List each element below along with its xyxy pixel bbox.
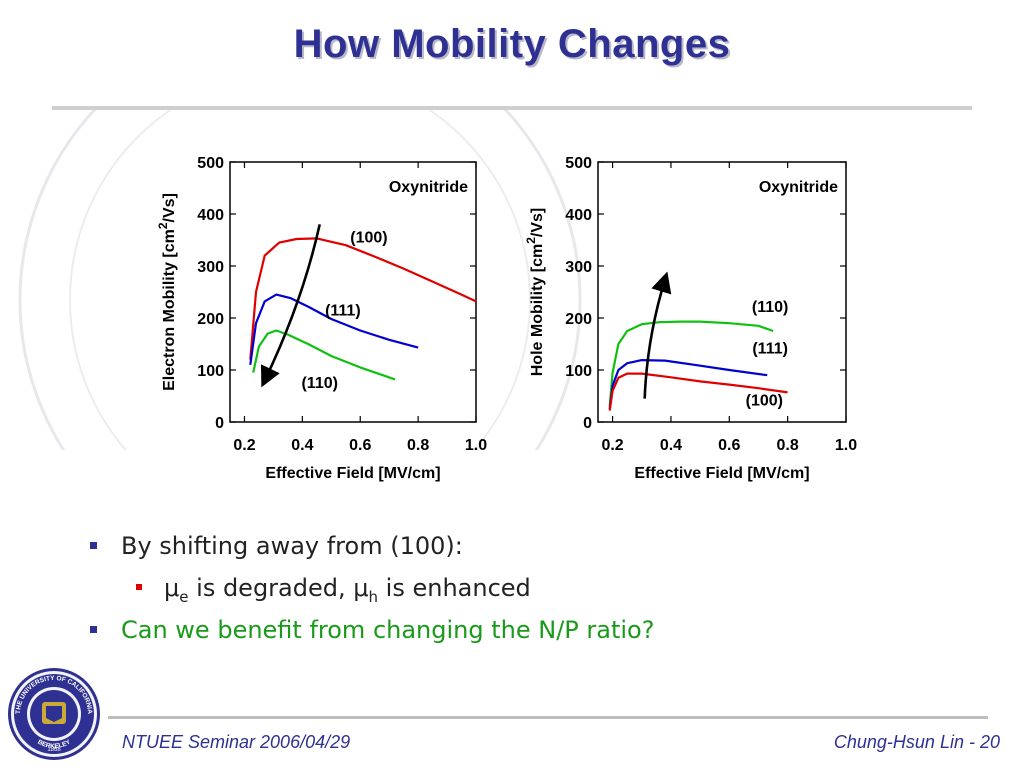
mu-symbol: μ xyxy=(164,574,180,602)
x-tick-label: 0.4 xyxy=(291,437,313,454)
footer-author-page: Chung-Hsun Lin - 20 xyxy=(834,732,1000,753)
series-label-100: (100) xyxy=(746,392,783,409)
x-tick-label: 0.2 xyxy=(601,437,623,454)
mu-symbol: μ xyxy=(353,574,369,602)
x-tick-label: 0.2 xyxy=(233,437,255,454)
x-tick-label: 0.8 xyxy=(777,437,799,454)
x-tick-label: 1.0 xyxy=(835,437,857,454)
y-tick-label: 400 xyxy=(565,207,592,224)
x-axis-label: Effective Field [MV/cm] xyxy=(634,465,809,482)
trend-arrow xyxy=(643,271,672,399)
y-axis-label: Electron Mobility [cm2/Vs] xyxy=(156,193,178,391)
footer-divider xyxy=(108,716,988,719)
x-tick-label: 0.4 xyxy=(660,437,682,454)
series-label-110: (110) xyxy=(752,299,788,316)
subscript-h: h xyxy=(368,588,379,606)
sub-bullet-item: μe is degraded, μh is enhanced xyxy=(136,574,531,606)
series-line-110 xyxy=(608,320,774,407)
annotation-oxynitride: Oxynitride xyxy=(389,179,468,196)
x-tick-label: 0.6 xyxy=(718,437,740,454)
page-number: 20 xyxy=(979,732,1000,752)
subscript-e: e xyxy=(179,588,189,606)
series-label-111: (111) xyxy=(325,302,361,319)
series-line-100 xyxy=(608,372,788,411)
bullet-marker xyxy=(90,541,97,549)
y-tick-label: 100 xyxy=(565,363,592,380)
mobility-charts: 0 100 200 300 400 500 0.2 0.4 0.6 0.8 1.0 Effective… xyxy=(156,155,857,482)
bullet-text-tail: is enhanced xyxy=(378,574,531,602)
x-axis-label: Effective Field [MV/cm] xyxy=(265,465,440,482)
y-tick-label: 200 xyxy=(565,311,592,328)
bullet-text: By shifting away from (100): xyxy=(121,532,463,560)
x-tick-label: 1.0 xyxy=(465,437,487,454)
y-tick-label: 200 xyxy=(197,311,224,328)
y-tick-label: 300 xyxy=(197,259,224,276)
bullet-item: Can we benefit from changing the N/P rat… xyxy=(90,616,654,644)
bullet-text-highlight: Can we benefit from changing the N/P rat… xyxy=(121,616,655,644)
series-label-100: (100) xyxy=(350,230,387,247)
svg-text:BERKELEY: BERKELEY xyxy=(36,738,72,750)
x-tick-label: 0.8 xyxy=(407,437,429,454)
plot-frame xyxy=(597,161,847,423)
y-tick-label: 100 xyxy=(197,363,224,380)
title-divider xyxy=(52,106,972,110)
y-tick-label: 400 xyxy=(197,207,224,224)
bullet-marker xyxy=(90,625,97,633)
chart-hole-mobility: 0 100 200 300 400 500 0.2 0.4 0.6 0.8 1.0 Effective… xyxy=(524,155,857,482)
y-tick-label: 500 xyxy=(565,155,592,172)
trend-arrow xyxy=(260,224,321,388)
series-label-110: (110) xyxy=(301,375,337,392)
chart-electron-mobility: 0 100 200 300 400 500 0.2 0.4 0.6 0.8 1.0 Effective… xyxy=(156,155,487,482)
sub-bullet-marker xyxy=(136,584,142,590)
y-axis-label: Hole Mobility [cm2/Vs] xyxy=(524,208,546,376)
series-line-110 xyxy=(252,329,396,381)
series-label-111: (111) xyxy=(752,340,788,357)
plot-frame xyxy=(229,161,477,423)
x-tick-label: 0.6 xyxy=(349,437,371,454)
svg-text:1868: 1868 xyxy=(47,747,61,753)
slide-title: How Mobility Changes xyxy=(293,22,731,66)
footer-event: NTUEE Seminar 2006/04/29 xyxy=(122,732,351,752)
berkeley-seal-logo: THE UNIVERSITY OF CALIFORNIA BERKELEY 18… xyxy=(8,668,100,760)
series-line-100 xyxy=(249,237,477,360)
series-line-111 xyxy=(608,359,768,410)
watermark-seal xyxy=(18,110,582,450)
y-tick-label: 0 xyxy=(583,415,592,432)
footer-author: Chung-Hsun Lin - xyxy=(833,732,980,752)
bullet-item: By shifting away from (100): xyxy=(90,532,463,560)
y-tick-label: 300 xyxy=(565,259,592,276)
series-line-111 xyxy=(249,293,419,365)
annotation-oxynitride: Oxynitride xyxy=(759,179,838,196)
bullet-text-mid: is degraded, xyxy=(188,574,354,602)
y-tick-label: 500 xyxy=(197,155,224,172)
y-tick-label: 0 xyxy=(215,415,224,432)
